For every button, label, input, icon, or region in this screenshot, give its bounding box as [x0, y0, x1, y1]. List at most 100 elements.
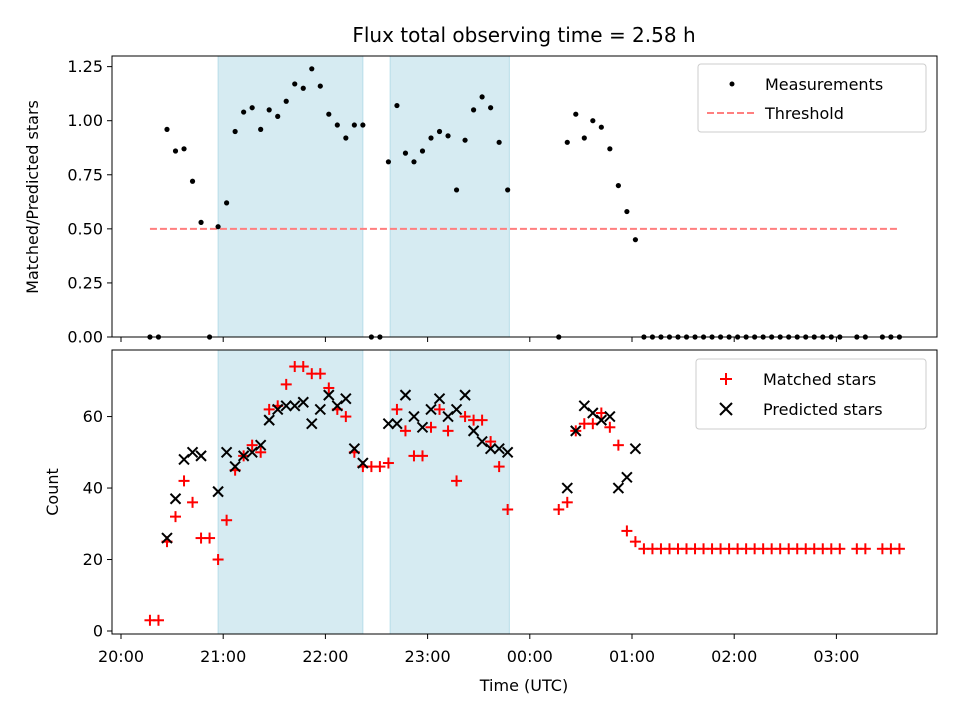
- predicted-star-point: [450, 403, 463, 416]
- matched-star-point: [340, 411, 352, 423]
- top-y-axis-label: Matched/Predicted stars: [23, 100, 42, 294]
- legend-matched-label: Matched stars: [763, 370, 876, 389]
- matched-star-point: [629, 536, 641, 548]
- top-y-ticks: 0.00 0.25 0.50 0.75 1.00 1.25: [67, 57, 112, 347]
- bottom-legend-box: [695, 358, 927, 430]
- highlight-span: [389, 55, 510, 338]
- predicted-star-point: [306, 418, 318, 430]
- measurement-point: [215, 224, 221, 230]
- predicted-star-point: [280, 400, 292, 412]
- predicted-star-point: [195, 450, 207, 462]
- matched-star-point: [221, 514, 233, 526]
- matched-star-point: [212, 554, 224, 566]
- x-tick-label: 21:00: [200, 647, 246, 666]
- y-tick-label: 0.50: [67, 219, 103, 238]
- predicted-star-point: [237, 450, 250, 462]
- y-tick-label: 0.25: [67, 273, 103, 292]
- measurement-point: [249, 105, 255, 111]
- measurement-point: [564, 139, 570, 145]
- predicted-star-point: [425, 403, 437, 416]
- predicted-star-point: [484, 443, 497, 455]
- measurement-point: [590, 118, 596, 124]
- predicted-star-point: [297, 396, 309, 408]
- matched-star-point: [442, 425, 454, 437]
- matched-star-point: [893, 543, 905, 555]
- measurement-point: [436, 128, 443, 135]
- matched-star-point: [399, 425, 411, 437]
- x-tick-label: 22:00: [302, 647, 348, 666]
- matched-star-point: [485, 436, 497, 448]
- bottom-spans: [217, 349, 510, 635]
- top-spans: [217, 55, 510, 338]
- matched-star-point: [476, 414, 488, 426]
- legend-measurements-label: Measurements: [765, 75, 883, 94]
- measurement-point: [394, 102, 400, 109]
- matched-star-point: [553, 503, 565, 515]
- measurement-point: [283, 98, 289, 104]
- measurement-point: [402, 150, 409, 156]
- predicted-star-point: [382, 418, 395, 430]
- measurement-point: [232, 128, 238, 135]
- predicted-star-point: [433, 392, 446, 405]
- matched-star-point: [187, 496, 199, 508]
- measurement-point: [470, 107, 477, 113]
- measurement-point: [181, 146, 187, 152]
- measurement-point: [428, 135, 434, 141]
- matched-star-point: [170, 511, 182, 523]
- measurement-point: [624, 208, 630, 215]
- measurement-point: [598, 124, 604, 130]
- predicted-star-point: [212, 485, 224, 498]
- bottom-panel: 0 20 40 60 20:00 21:00 22:00 23:00 00:00 01:00 02…: [43, 349, 938, 695]
- x-axis-label: Time (UTC): [479, 676, 568, 695]
- predicted-star-point: [220, 446, 233, 459]
- matched-star-point: [834, 543, 846, 555]
- measurement-point: [419, 148, 426, 154]
- x-tick-label: 01:00: [609, 647, 655, 666]
- predicted-star-point: [314, 403, 326, 416]
- x-tick-label: 23:00: [405, 647, 451, 666]
- predicted-star-point: [629, 443, 642, 455]
- x-tick-label: 20:00: [98, 647, 144, 666]
- matched-star-point: [502, 503, 514, 515]
- measurement-point: [241, 109, 247, 115]
- matched-star-point: [416, 450, 428, 462]
- measurement-point: [411, 159, 417, 165]
- bottom-matched-points: [144, 361, 905, 626]
- matched-star-point: [280, 378, 292, 390]
- predicted-star-point: [357, 457, 369, 469]
- measurement-point: [505, 187, 511, 193]
- measurement-point: [334, 122, 340, 128]
- y-tick-label: 60: [83, 407, 103, 426]
- matched-star-point: [621, 525, 633, 537]
- measurement-point: [581, 135, 587, 141]
- highlight-span: [389, 349, 510, 635]
- matched-star-point: [382, 457, 394, 469]
- predicted-star-point: [493, 443, 505, 455]
- predicted-star-point: [604, 410, 616, 423]
- predicted-star-point: [501, 446, 514, 459]
- matched-star-point: [612, 439, 624, 451]
- x-tick-label: 03:00: [813, 647, 859, 666]
- matched-star-point: [451, 475, 463, 487]
- highlight-span: [217, 349, 364, 635]
- legend-measurements-marker: [729, 81, 735, 87]
- measurement-point: [172, 148, 179, 154]
- measurement-point: [573, 111, 579, 117]
- predicted-star-point: [229, 460, 241, 473]
- matched-star-point: [314, 368, 326, 380]
- top-panel: 0.00 0.25 0.50 0.75 1.00 1.25 Matched/Predict…: [23, 55, 938, 347]
- predicted-star-point: [416, 421, 429, 433]
- predicted-star-point: [391, 418, 403, 430]
- top-legend: Measurements Threshold: [697, 63, 927, 133]
- legend-predicted-marker: [719, 402, 733, 416]
- matched-star-point: [323, 382, 335, 394]
- measurement-point: [198, 219, 204, 225]
- measurement-point: [189, 178, 196, 184]
- bottom-y-ticks: 0 20 40 60: [83, 407, 112, 641]
- measurement-point: [615, 182, 621, 189]
- y-tick-label: 1.00: [67, 111, 103, 130]
- predicted-star-point: [340, 392, 352, 405]
- measurement-point: [479, 94, 485, 100]
- measurement-point: [224, 200, 230, 206]
